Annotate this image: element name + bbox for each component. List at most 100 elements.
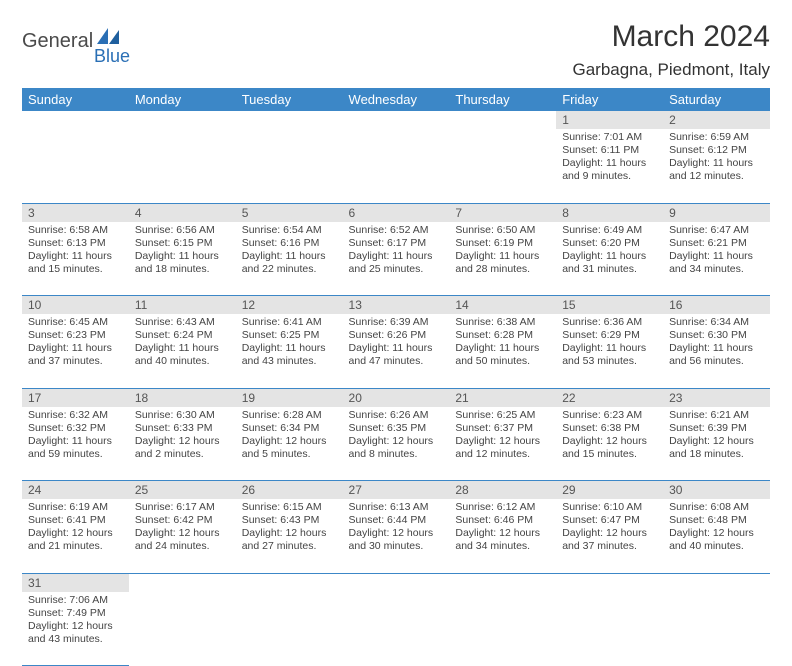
day-number-cell: 9 <box>663 203 770 222</box>
sunset-text: Sunset: 6:48 PM <box>669 514 764 527</box>
day-number-cell: 11 <box>129 296 236 315</box>
sunset-text: Sunset: 6:43 PM <box>242 514 337 527</box>
day-cell: Sunrise: 6:10 AMSunset: 6:47 PMDaylight:… <box>556 499 663 573</box>
day-number-cell: 2 <box>663 111 770 129</box>
day-cell <box>449 592 556 666</box>
sunset-text: Sunset: 6:16 PM <box>242 237 337 250</box>
sunrise-text: Sunrise: 6:38 AM <box>455 316 550 329</box>
sunrise-text: Sunrise: 6:49 AM <box>562 224 657 237</box>
day-cell: Sunrise: 6:17 AMSunset: 6:42 PMDaylight:… <box>129 499 236 573</box>
daylight-text: Daylight: 12 hours and 40 minutes. <box>669 527 764 553</box>
day-number-cell: 12 <box>236 296 343 315</box>
sunset-text: Sunset: 6:21 PM <box>669 237 764 250</box>
day-cell: Sunrise: 6:15 AMSunset: 6:43 PMDaylight:… <box>236 499 343 573</box>
calendar-body: 12 Sunrise: 7:01 AMSunset: 6:11 PMDayligh… <box>22 111 770 666</box>
day-content: Sunrise: 7:06 AMSunset: 7:49 PMDaylight:… <box>22 592 129 651</box>
day-number-cell <box>22 111 129 129</box>
daylight-text: Daylight: 12 hours and 12 minutes. <box>455 435 550 461</box>
content-row: Sunrise: 6:32 AMSunset: 6:32 PMDaylight:… <box>22 407 770 481</box>
daylight-text: Daylight: 11 hours and 12 minutes. <box>669 157 764 183</box>
weekday-header: Sunday <box>22 88 129 111</box>
sunrise-text: Sunrise: 6:59 AM <box>669 131 764 144</box>
daylight-text: Daylight: 11 hours and 43 minutes. <box>242 342 337 368</box>
day-number-cell: 30 <box>663 481 770 500</box>
day-content: Sunrise: 6:21 AMSunset: 6:39 PMDaylight:… <box>663 407 770 466</box>
day-content: Sunrise: 6:49 AMSunset: 6:20 PMDaylight:… <box>556 222 663 281</box>
daynum-row: 31 <box>22 573 770 592</box>
day-cell: Sunrise: 6:50 AMSunset: 6:19 PMDaylight:… <box>449 222 556 296</box>
daylight-text: Daylight: 12 hours and 15 minutes. <box>562 435 657 461</box>
day-cell: Sunrise: 7:06 AMSunset: 7:49 PMDaylight:… <box>22 592 129 666</box>
day-number-cell <box>236 111 343 129</box>
daylight-text: Daylight: 11 hours and 18 minutes. <box>135 250 230 276</box>
daylight-text: Daylight: 12 hours and 27 minutes. <box>242 527 337 553</box>
daylight-text: Daylight: 11 hours and 15 minutes. <box>28 250 123 276</box>
daylight-text: Daylight: 11 hours and 28 minutes. <box>455 250 550 276</box>
day-content: Sunrise: 6:30 AMSunset: 6:33 PMDaylight:… <box>129 407 236 466</box>
day-number-cell: 6 <box>343 203 450 222</box>
day-cell: Sunrise: 6:25 AMSunset: 6:37 PMDaylight:… <box>449 407 556 481</box>
title-block: March 2024 Garbagna, Piedmont, Italy <box>572 20 770 80</box>
sunrise-text: Sunrise: 6:39 AM <box>349 316 444 329</box>
day-content: Sunrise: 6:39 AMSunset: 6:26 PMDaylight:… <box>343 314 450 373</box>
day-number-cell: 17 <box>22 388 129 407</box>
day-cell: Sunrise: 6:30 AMSunset: 6:33 PMDaylight:… <box>129 407 236 481</box>
sunrise-text: Sunrise: 6:41 AM <box>242 316 337 329</box>
day-content: Sunrise: 6:19 AMSunset: 6:41 PMDaylight:… <box>22 499 129 558</box>
sunrise-text: Sunrise: 6:36 AM <box>562 316 657 329</box>
day-cell: Sunrise: 6:36 AMSunset: 6:29 PMDaylight:… <box>556 314 663 388</box>
day-cell: Sunrise: 7:01 AMSunset: 6:11 PMDaylight:… <box>556 129 663 203</box>
sunrise-text: Sunrise: 6:15 AM <box>242 501 337 514</box>
day-cell <box>22 129 129 203</box>
day-content: Sunrise: 6:15 AMSunset: 6:43 PMDaylight:… <box>236 499 343 558</box>
day-number-cell <box>343 573 450 592</box>
day-content: Sunrise: 6:52 AMSunset: 6:17 PMDaylight:… <box>343 222 450 281</box>
day-cell: Sunrise: 6:56 AMSunset: 6:15 PMDaylight:… <box>129 222 236 296</box>
day-number-cell: 29 <box>556 481 663 500</box>
day-content: Sunrise: 6:45 AMSunset: 6:23 PMDaylight:… <box>22 314 129 373</box>
sunset-text: Sunset: 6:29 PM <box>562 329 657 342</box>
day-number-cell: 31 <box>22 573 129 592</box>
daylight-text: Daylight: 12 hours and 37 minutes. <box>562 527 657 553</box>
day-content: Sunrise: 6:26 AMSunset: 6:35 PMDaylight:… <box>343 407 450 466</box>
sunset-text: Sunset: 6:44 PM <box>349 514 444 527</box>
weekday-header: Tuesday <box>236 88 343 111</box>
day-content: Sunrise: 6:38 AMSunset: 6:28 PMDaylight:… <box>449 314 556 373</box>
day-number-cell: 10 <box>22 296 129 315</box>
sunset-text: Sunset: 6:30 PM <box>669 329 764 342</box>
content-row: Sunrise: 6:58 AMSunset: 6:13 PMDaylight:… <box>22 222 770 296</box>
day-cell: Sunrise: 6:38 AMSunset: 6:28 PMDaylight:… <box>449 314 556 388</box>
sunset-text: Sunset: 6:23 PM <box>28 329 123 342</box>
daylight-text: Daylight: 11 hours and 31 minutes. <box>562 250 657 276</box>
sunset-text: Sunset: 6:38 PM <box>562 422 657 435</box>
daynum-row: 3456789 <box>22 203 770 222</box>
day-number-cell: 24 <box>22 481 129 500</box>
sunset-text: Sunset: 6:19 PM <box>455 237 550 250</box>
day-number-cell <box>449 573 556 592</box>
day-content: Sunrise: 6:56 AMSunset: 6:15 PMDaylight:… <box>129 222 236 281</box>
daylight-text: Daylight: 12 hours and 30 minutes. <box>349 527 444 553</box>
sunrise-text: Sunrise: 6:45 AM <box>28 316 123 329</box>
sunset-text: Sunset: 6:35 PM <box>349 422 444 435</box>
sunset-text: Sunset: 6:42 PM <box>135 514 230 527</box>
sunrise-text: Sunrise: 7:01 AM <box>562 131 657 144</box>
sunset-text: Sunset: 6:33 PM <box>135 422 230 435</box>
calendar-head: SundayMondayTuesdayWednesdayThursdayFrid… <box>22 88 770 111</box>
content-row: Sunrise: 7:01 AMSunset: 6:11 PMDaylight:… <box>22 129 770 203</box>
sunset-text: Sunset: 7:49 PM <box>28 607 123 620</box>
daylight-text: Daylight: 11 hours and 56 minutes. <box>669 342 764 368</box>
sunrise-text: Sunrise: 6:34 AM <box>669 316 764 329</box>
day-cell: Sunrise: 6:32 AMSunset: 6:32 PMDaylight:… <box>22 407 129 481</box>
location: Garbagna, Piedmont, Italy <box>572 60 770 80</box>
sunset-text: Sunset: 6:12 PM <box>669 144 764 157</box>
day-cell <box>449 129 556 203</box>
day-cell <box>343 592 450 666</box>
daynum-row: 17181920212223 <box>22 388 770 407</box>
sunrise-text: Sunrise: 6:32 AM <box>28 409 123 422</box>
logo-text-blue: Blue <box>94 46 130 67</box>
day-content: Sunrise: 6:43 AMSunset: 6:24 PMDaylight:… <box>129 314 236 373</box>
sunrise-text: Sunrise: 7:06 AM <box>28 594 123 607</box>
day-cell: Sunrise: 6:43 AMSunset: 6:24 PMDaylight:… <box>129 314 236 388</box>
logo-text-general: General <box>22 30 93 53</box>
daylight-text: Daylight: 11 hours and 50 minutes. <box>455 342 550 368</box>
